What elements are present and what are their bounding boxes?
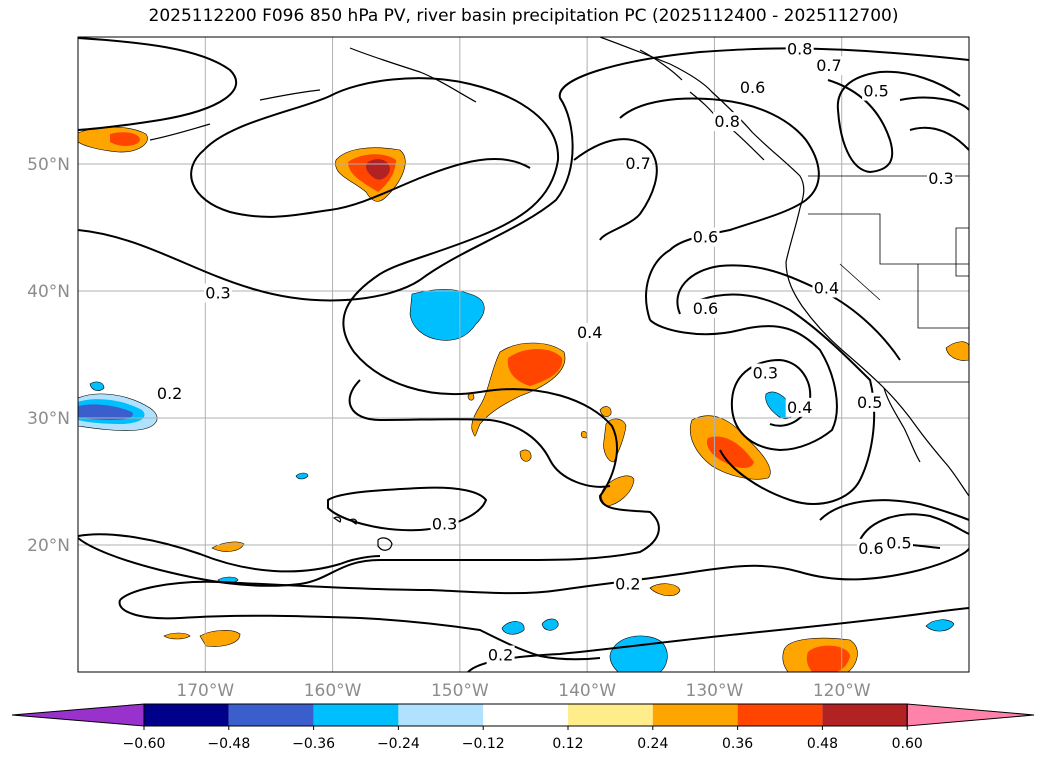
lon-tick-label: 160°W [304, 681, 362, 701]
contour-label-background [751, 363, 780, 383]
colorbar-tick-label: 0.60 [892, 736, 923, 752]
chart-title: 2025112200 F096 850 hPa PV, river basin … [148, 6, 899, 26]
lon-tick-label: 130°W [686, 681, 744, 701]
pv-contour-label: 0.5 [886, 534, 911, 553]
pv-contour-label: 0.5 [863, 82, 888, 101]
coastlines [149, 37, 969, 551]
colorbar-tick-label: −0.24 [377, 736, 420, 752]
contour-label-background [575, 322, 604, 342]
contour-label-background [812, 278, 841, 298]
contour-label-background [613, 574, 642, 594]
pv-contour-label: 0.2 [488, 645, 513, 664]
precipitation-shading [78, 126, 969, 672]
colorbar-swatch [822, 704, 908, 726]
pv-contour-label: 0.3 [205, 284, 230, 303]
contour-label-background [856, 538, 885, 558]
contour-label-background [926, 169, 955, 189]
colorbar-tick-label: 0.48 [807, 736, 838, 752]
pv-contour-label: 0.2 [157, 384, 182, 403]
contour-label-background [713, 112, 742, 132]
pv-contour-label: 0.3 [432, 515, 457, 534]
lon-tick-label: 150°W [431, 681, 489, 701]
pv-contour-label: 0.3 [928, 169, 953, 188]
colorbar-swatch [652, 704, 738, 726]
colorbar-tick-label: 0.24 [637, 736, 668, 752]
lat-tick-label: 20°N [27, 536, 70, 556]
lon-tick-label: 170°W [176, 681, 234, 701]
colorbar-swatch [228, 704, 314, 726]
colorbar-tick-label: 0.36 [722, 736, 753, 752]
gridlines [78, 37, 969, 672]
pv-contour-label: 0.8 [787, 40, 812, 59]
contour-label-background [884, 533, 913, 553]
lat-tick-label: 40°N [27, 282, 70, 302]
contour-label-background [691, 298, 720, 318]
contour-label-background [862, 81, 891, 101]
contour-label-background [155, 383, 184, 403]
colorbar-frame [143, 703, 908, 727]
contour-label-background [855, 392, 884, 412]
colorbar-max-extension [906, 703, 1035, 727]
colorbar-tick-label: −0.48 [207, 736, 250, 752]
contour-label-background [785, 397, 814, 417]
lon-tick-label: 120°W [813, 681, 871, 701]
colorbar-swatch [737, 704, 823, 726]
pv-contour-label: 0.6 [693, 299, 718, 318]
colorbar-swatch [398, 704, 484, 726]
contour-label-background [624, 154, 653, 173]
colorbar-min-extension [11, 703, 145, 727]
lon-tick-label: 140°W [558, 681, 616, 701]
pv-contour-label: 0.6 [858, 539, 883, 558]
contour-label-background [486, 645, 515, 665]
longitude-tick-labels: 170°W 160°W 150°W 140°W 130°W 120°W [176, 681, 870, 701]
contour-label-background [204, 283, 233, 303]
latitude-tick-labels: 50°N 40°N 30°N 20°N [27, 155, 70, 556]
contour-label-background [738, 77, 767, 97]
contour-label-background [430, 514, 459, 534]
contour-label-background [691, 227, 720, 247]
pv-contour-label: 0.4 [814, 278, 839, 297]
pv-contour-label: 0.4 [577, 323, 602, 342]
pv-contour-label: 0.7 [625, 154, 650, 173]
pv-contour-label: 0.5 [857, 393, 882, 412]
pv-contour-labels: 0.80.70.6 0.50.80.70.30.60.3 0.40.60.40.30… [155, 39, 955, 665]
pv-contour-label: 0.2 [615, 574, 640, 593]
contour-label-background [814, 56, 843, 76]
lat-tick-label: 30°N [27, 409, 70, 429]
colorbar: −0.60 −0.48 −0.36 −0.24 −0.12 0.12 0.24 0.36 0.4… [11, 703, 1035, 752]
pv-contour-label: 0.6 [740, 78, 765, 97]
pv-contour-label: 0.6 [693, 228, 718, 247]
pv-contours [78, 37, 969, 672]
pv-contour-label: 0.4 [787, 398, 812, 417]
state-borders [808, 175, 969, 383]
contour-label-background [785, 39, 814, 59]
colorbar-tick-label: −0.12 [462, 736, 505, 752]
pv-contour-label: 0.8 [714, 112, 739, 131]
colorbar-swatch [313, 704, 399, 726]
pv-contour-label: 0.7 [816, 56, 841, 75]
colorbar-tick-label: 0.12 [552, 736, 583, 752]
colorbar-tick-label: −0.36 [292, 736, 335, 752]
pv-contour-label: 0.3 [753, 364, 778, 383]
map-frame [77, 36, 970, 673]
colorbar-swatch [144, 704, 229, 726]
colorbar-tick-label: −0.60 [123, 736, 166, 752]
colorbar-swatch [568, 704, 653, 726]
colorbar-swatch [483, 704, 568, 726]
lat-tick-label: 50°N [27, 155, 70, 175]
